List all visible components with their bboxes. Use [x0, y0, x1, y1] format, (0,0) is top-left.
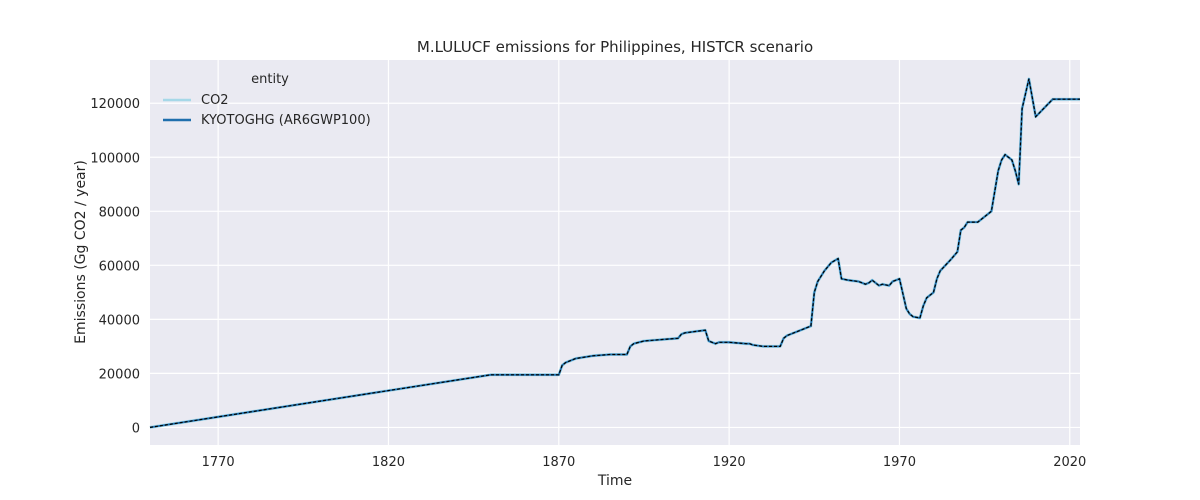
y-axis-label: Emissions (Gg CO2 / year) — [73, 160, 89, 344]
x-tick-labels: 1770 1820 1870 1920 1970 2020 — [202, 455, 1087, 470]
y-tick-label: 20000 — [99, 367, 140, 382]
chart-title: M.LULUCF emissions for Philippines, HIST… — [417, 38, 813, 56]
y-tick-labels: 0 20000 40000 60000 80000 100000 120000 — [90, 97, 140, 436]
y-tick-label: 0 — [132, 421, 140, 436]
x-axis-label: Time — [597, 473, 632, 489]
y-tick-label: 40000 — [99, 313, 140, 328]
series-layer — [149, 77, 1080, 429]
x-tick-label: 1970 — [883, 455, 916, 470]
y-tick-label: 100000 — [90, 151, 140, 166]
legend-label-co2: CO2 — [201, 93, 229, 108]
plot-background — [150, 60, 1080, 445]
legend-title: entity — [251, 72, 289, 87]
y-tick-label: 80000 — [99, 205, 140, 220]
y-tick-label: 60000 — [99, 259, 140, 274]
grid — [150, 60, 1080, 445]
x-tick-label: 1770 — [202, 455, 235, 470]
x-tick-label: 2020 — [1053, 455, 1086, 470]
series-line-overlay — [149, 78, 1080, 428]
x-tick-label: 1870 — [542, 455, 575, 470]
legend-label-kyotoghg: KYOTOGHG (AR6GWP100) — [201, 113, 371, 128]
y-tick-label: 120000 — [90, 97, 140, 112]
x-tick-label: 1820 — [372, 455, 405, 470]
x-tick-label: 1920 — [713, 455, 746, 470]
legend: entity CO2 KYOTOGHG (AR6GWP100) — [163, 72, 371, 128]
